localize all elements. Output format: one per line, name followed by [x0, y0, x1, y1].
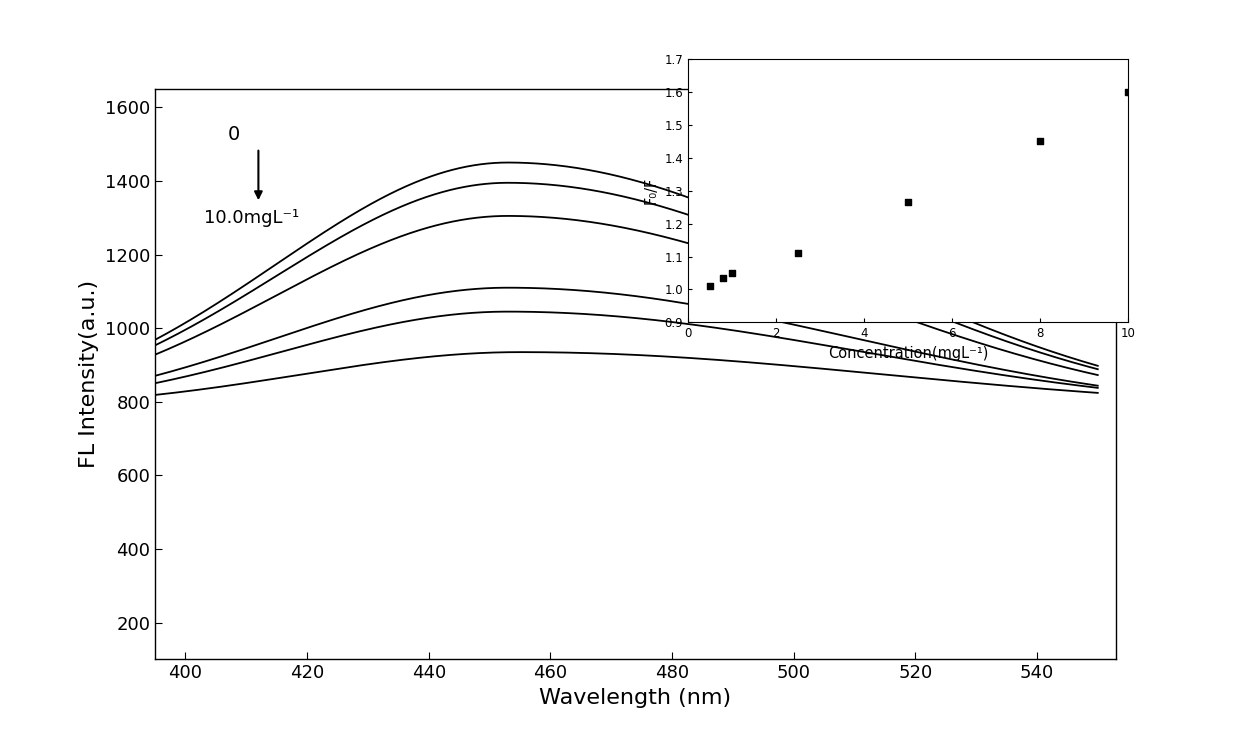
Point	[898, 196, 918, 208]
Point	[789, 247, 808, 259]
Text: 10.0mgL⁻¹: 10.0mgL⁻¹	[203, 208, 299, 227]
X-axis label: Concentration(mgL⁻¹): Concentration(mgL⁻¹)	[828, 346, 988, 361]
Point	[722, 267, 742, 279]
Point	[701, 280, 720, 292]
Point	[1118, 86, 1138, 98]
Point	[713, 272, 733, 284]
Point	[1030, 136, 1050, 147]
X-axis label: Wavelength (nm): Wavelength (nm)	[539, 688, 732, 708]
Y-axis label: F₀/F: F₀/F	[644, 177, 658, 205]
Text: 0: 0	[228, 125, 241, 144]
Y-axis label: FL Intensity(a.u.): FL Intensity(a.u.)	[79, 280, 99, 468]
